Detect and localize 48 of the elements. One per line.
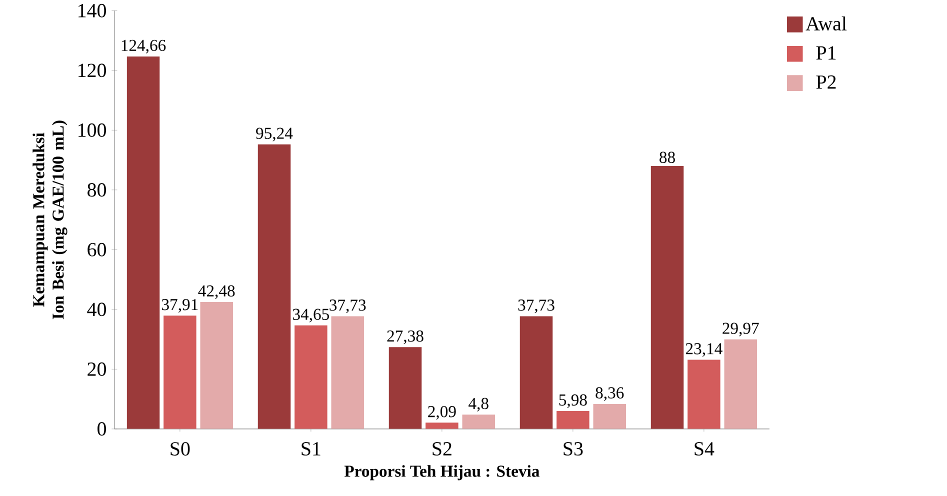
y-tick-label: 120 — [78, 64, 106, 78]
legend-label: P2 — [816, 75, 836, 89]
y-tick-label: 140 — [78, 4, 106, 18]
data-label: 2,09 — [428, 406, 456, 420]
bar — [724, 339, 758, 429]
x-tick-label: S2 — [432, 442, 452, 456]
data-label: 95,24 — [256, 128, 293, 142]
bar — [164, 316, 196, 429]
y-tick-label: 60 — [88, 242, 106, 256]
bar — [688, 360, 720, 429]
legend-label: P1 — [816, 46, 836, 60]
x-tick-label: S0 — [170, 442, 190, 456]
bar — [556, 411, 590, 429]
bar — [426, 422, 458, 429]
legend-label: Awal — [806, 16, 847, 31]
data-label: 42,48 — [198, 285, 235, 299]
data-label: 29,97 — [722, 322, 759, 336]
bar — [200, 302, 233, 429]
bar — [462, 414, 495, 429]
bar — [593, 404, 626, 429]
bar — [126, 56, 160, 429]
data-label: 5,98 — [559, 394, 587, 408]
data-label: 37,73 — [330, 300, 366, 314]
data-label: 23,14 — [686, 343, 722, 357]
x-tick-label: S3 — [564, 442, 583, 456]
y-tick-label: 100 — [78, 123, 106, 137]
bar — [650, 166, 684, 429]
data-label: 37,91 — [162, 299, 198, 313]
x-tick-label: S1 — [302, 442, 320, 456]
x-axis-title: Proporsi Teh Hijau : Stevia — [344, 465, 540, 480]
bar — [520, 316, 553, 429]
bar — [388, 347, 422, 429]
bar — [258, 144, 291, 429]
bar — [331, 316, 364, 429]
data-label: 88 — [660, 152, 675, 163]
data-label: 37,73 — [518, 300, 554, 314]
data-label: 124,66 — [122, 40, 166, 54]
y-tick-label: 40 — [87, 302, 106, 316]
y-axis-title: Kemampuan Mereduksi Ion Besi (mg GAE/100 mL) — [32, 120, 68, 320]
bar — [294, 325, 328, 429]
y-tick-label: 0 — [98, 422, 106, 436]
data-label: 27,38 — [387, 330, 424, 344]
data-label: 34,65 — [293, 308, 330, 322]
y-tick-label: 80 — [88, 183, 106, 197]
y-tick-label: 20 — [88, 362, 106, 376]
data-label: 4,8 — [468, 398, 488, 412]
x-tick-label: S4 — [694, 442, 714, 456]
data-label: 8,36 — [596, 387, 624, 401]
